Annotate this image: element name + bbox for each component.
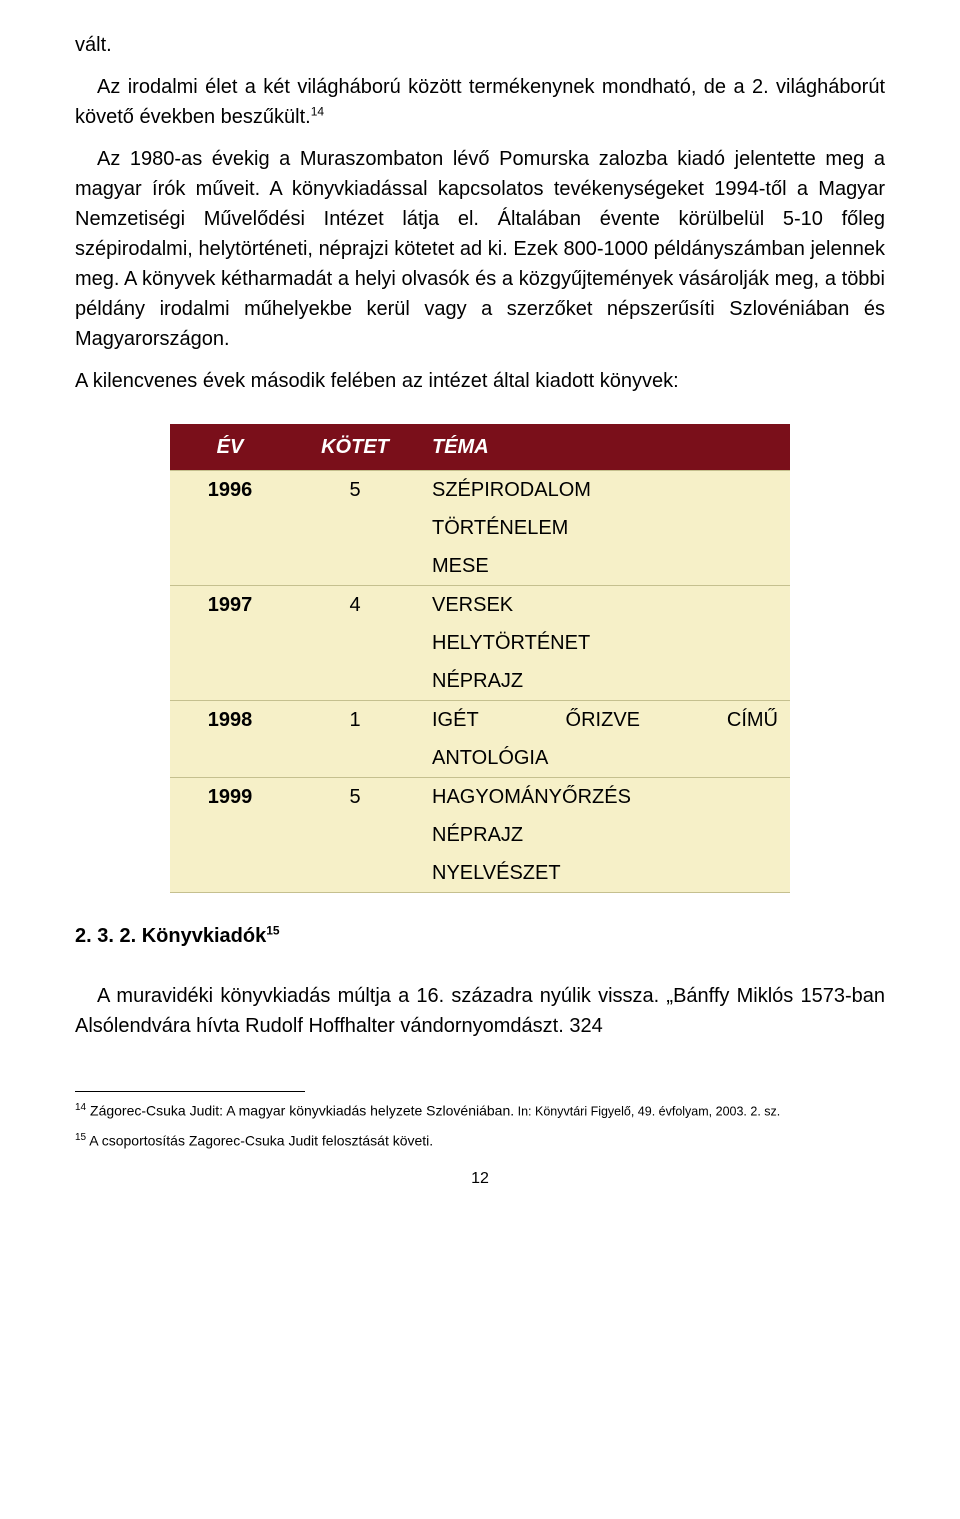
cell-theme: VERSEK <box>420 586 790 625</box>
footnote-15: 15 A csoportosítás Zagorec-Csuka Judit f… <box>75 1130 885 1152</box>
table-row: 19965SZÉPIRODALOM <box>170 471 790 510</box>
table-row: 19995HAGYOMÁNYŐRZÉS <box>170 778 790 817</box>
cell-theme: HELYTÖRTÉNET <box>420 624 790 662</box>
paragraph-fragment: vált. <box>75 30 885 60</box>
publications-table: ÉV KÖTET TÉMA 19965SZÉPIRODALOMTÖRTÉNELE… <box>170 424 790 893</box>
footnote-text: A csoportosítás Zagorec-Csuka Judit felo… <box>89 1132 433 1148</box>
paragraph: A muravidéki könyvkiadás múltja a 16. sz… <box>75 981 885 1041</box>
cell-theme: MESE <box>420 547 790 586</box>
table-row: NYELVÉSZET <box>170 854 790 893</box>
cell-count: 5 <box>290 471 420 510</box>
cell-count: 1 <box>290 701 420 740</box>
cell-count <box>290 816 420 854</box>
cell-theme: NYELVÉSZET <box>420 854 790 893</box>
cell-count <box>290 739 420 778</box>
cell-theme: IGÉTŐRIZVECÍMŰ <box>420 701 790 740</box>
footnote-source: In: Könyvtári Figyelő, 49. évfolyam, 200… <box>514 1105 780 1119</box>
cell-count <box>290 547 420 586</box>
cell-theme: ANTOLÓGIA <box>420 739 790 778</box>
cell-year <box>170 816 290 854</box>
footnote-14: 14 Zágorec-Csuka Judit: A magyar könyvki… <box>75 1100 885 1122</box>
cell-count <box>290 662 420 701</box>
cell-year: 1999 <box>170 778 290 817</box>
footnote-number: 15 <box>75 1132 86 1143</box>
cell-year <box>170 739 290 778</box>
section-heading-text: 2. 3. 2. Könyvkiadók <box>75 925 266 947</box>
table-row: NÉPRAJZ <box>170 816 790 854</box>
paragraph-text: Az irodalmi élet a két világháború közöt… <box>75 76 885 128</box>
footnote-text: Zágorec-Csuka Judit: A magyar könyvkiadá… <box>90 1103 514 1119</box>
paragraph: Az 1980-as évekig a Muraszombaton lévő P… <box>75 144 885 354</box>
page-number: 12 <box>75 1167 885 1191</box>
paragraph-text: Az 1980-as évekig a Muraszombaton lévő P… <box>75 148 885 350</box>
table-row: 19981IGÉTŐRIZVECÍMŰ <box>170 701 790 740</box>
footnote-ref-15: 15 <box>266 923 279 937</box>
cell-theme: NÉPRAJZ <box>420 816 790 854</box>
paragraph: A kilencvenes évek második felében az in… <box>75 366 885 396</box>
table-header-theme: TÉMA <box>420 424 790 471</box>
cell-year <box>170 662 290 701</box>
cell-count: 5 <box>290 778 420 817</box>
cell-theme: SZÉPIRODALOM <box>420 471 790 510</box>
table-header-year: ÉV <box>170 424 290 471</box>
cell-year: 1996 <box>170 471 290 510</box>
cell-year <box>170 547 290 586</box>
footnote-ref-14: 14 <box>311 104 324 118</box>
table-row: 19974VERSEK <box>170 586 790 625</box>
table-row: NÉPRAJZ <box>170 662 790 701</box>
cell-count <box>290 624 420 662</box>
footnotes-divider <box>75 1091 305 1092</box>
cell-count: 4 <box>290 586 420 625</box>
cell-year: 1998 <box>170 701 290 740</box>
cell-count <box>290 509 420 547</box>
footnote-number: 14 <box>75 1102 86 1113</box>
table-header-count: KÖTET <box>290 424 420 471</box>
cell-count <box>290 854 420 893</box>
section-heading: 2. 3. 2. Könyvkiadók15 <box>75 921 885 951</box>
cell-year <box>170 509 290 547</box>
cell-year <box>170 624 290 662</box>
paragraph-text: A muravidéki könyvkiadás múltja a 16. sz… <box>75 985 885 1037</box>
cell-theme: NÉPRAJZ <box>420 662 790 701</box>
table-row: ANTOLÓGIA <box>170 739 790 778</box>
table-row: HELYTÖRTÉNET <box>170 624 790 662</box>
cell-year: 1997 <box>170 586 290 625</box>
table-row: MESE <box>170 547 790 586</box>
cell-theme: HAGYOMÁNYŐRZÉS <box>420 778 790 817</box>
table-row: TÖRTÉNELEM <box>170 509 790 547</box>
paragraph: Az irodalmi élet a két világháború közöt… <box>75 72 885 132</box>
cell-theme: TÖRTÉNELEM <box>420 509 790 547</box>
cell-year <box>170 854 290 893</box>
